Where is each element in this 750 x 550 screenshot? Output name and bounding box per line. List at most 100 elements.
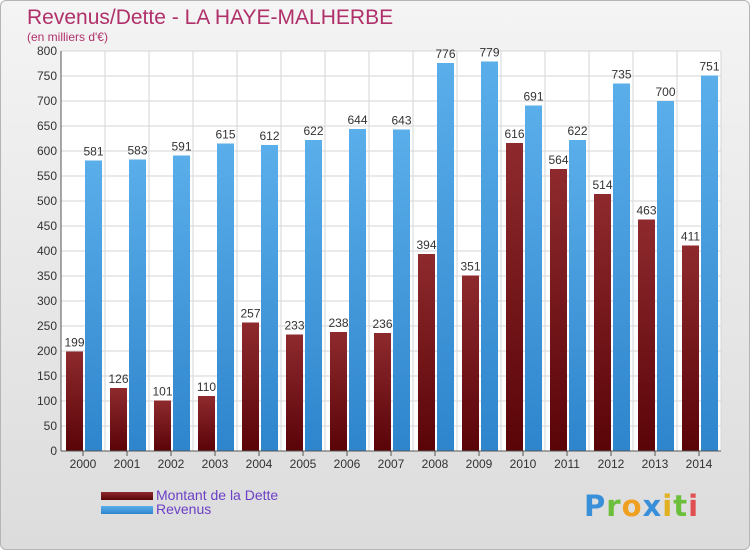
bar-dette <box>594 194 611 451</box>
y-tick-label: 500 <box>37 194 57 208</box>
bar-revenus <box>701 75 718 451</box>
data-label-revenus: 779 <box>479 46 499 60</box>
x-tick-label: 2010 <box>510 457 537 471</box>
bar-dette <box>418 254 435 451</box>
data-label-dette: 394 <box>416 238 436 252</box>
data-label-revenus: 644 <box>347 113 367 127</box>
x-tick-label: 2014 <box>686 457 713 471</box>
data-label-dette: 257 <box>240 307 260 321</box>
logo-letter: o <box>621 489 643 523</box>
data-label-revenus: 581 <box>83 145 103 159</box>
data-label-dette: 233 <box>284 319 304 333</box>
data-label-dette: 351 <box>460 260 480 274</box>
legend-label-revenus: Revenus <box>156 501 212 517</box>
legend-label-dette: Montant de la Dette <box>156 487 279 503</box>
y-tick-label: 0 <box>50 444 57 458</box>
x-tick-label: 2004 <box>246 457 273 471</box>
data-label-revenus: 735 <box>611 68 631 82</box>
y-tick-label: 300 <box>37 294 57 308</box>
bar-dette <box>462 275 479 451</box>
bar-dette <box>550 169 567 451</box>
x-tick-label: 2000 <box>70 457 97 471</box>
y-tick-label: 700 <box>37 94 57 108</box>
axis-layer: 0 50 100 150 200 250 300 350 400 450 500 550 600 650 7… <box>37 44 721 471</box>
data-label-revenus: 776 <box>435 47 455 61</box>
x-tick-label: 2009 <box>466 457 493 471</box>
x-tick-label: 2012 <box>598 457 625 471</box>
bar-revenus <box>349 129 366 451</box>
bar-dette <box>330 332 347 451</box>
y-tick-label: 450 <box>37 219 57 233</box>
bar-revenus <box>569 140 586 451</box>
bar-revenus <box>393 129 410 451</box>
proxiti-logo: Proxiti <box>584 489 699 523</box>
bar-revenus <box>129 159 146 451</box>
bar-dette <box>66 351 83 451</box>
bar-revenus <box>305 140 322 451</box>
data-label-dette: 101 <box>152 385 172 399</box>
data-label-revenus: 591 <box>171 140 191 154</box>
bar-dette <box>682 245 699 451</box>
data-label-dette: 463 <box>636 204 656 218</box>
y-tick-label: 550 <box>37 169 57 183</box>
x-tick-label: 2008 <box>422 457 449 471</box>
logo-letter: r <box>606 489 622 523</box>
data-label-revenus: 643 <box>391 114 411 128</box>
bar-dette <box>638 219 655 451</box>
x-tick-label: 2003 <box>202 457 229 471</box>
logo-letter: t <box>673 489 689 523</box>
data-label-revenus: 615 <box>215 128 235 142</box>
y-tick-label: 650 <box>37 119 57 133</box>
y-tick-label: 250 <box>37 319 57 333</box>
x-tick-label: 2005 <box>290 457 317 471</box>
bar-dette <box>110 388 127 451</box>
x-tick-label: 2013 <box>642 457 669 471</box>
data-label-revenus: 751 <box>699 60 719 74</box>
logo-letter: i <box>662 489 674 523</box>
bar-dette <box>242 322 259 451</box>
data-label-dette: 199 <box>64 336 84 350</box>
x-tick-label: 2011 <box>554 457 580 471</box>
y-tick-label: 100 <box>37 394 57 408</box>
x-tick-label: 2002 <box>158 457 185 471</box>
bar-revenus <box>85 160 102 451</box>
bar-revenus <box>261 145 278 451</box>
chart-subtitle: (en milliers d'€) <box>27 30 108 44</box>
data-label-dette: 564 <box>548 153 568 167</box>
y-tick-label: 200 <box>37 344 57 358</box>
chart-title: Revenus/Dette - LA HAYE-MALHERBE <box>27 6 394 29</box>
y-tick-label: 750 <box>37 69 57 83</box>
legend-swatch-dette <box>101 492 153 500</box>
data-label-revenus: 583 <box>127 144 147 158</box>
bar-dette <box>286 334 303 451</box>
bar-layer <box>66 61 718 451</box>
logo-letter: P <box>584 489 607 523</box>
x-tick-label: 2006 <box>334 457 361 471</box>
data-label-revenus: 691 <box>523 90 543 104</box>
data-label-dette: 110 <box>197 380 216 394</box>
y-tick-label: 600 <box>37 144 57 158</box>
data-label-revenus: 700 <box>655 85 675 99</box>
data-label-dette: 514 <box>592 178 612 192</box>
y-tick-label: 50 <box>44 419 58 433</box>
data-label-dette: 411 <box>681 230 700 244</box>
data-label-dette: 126 <box>108 372 128 386</box>
bar-revenus <box>657 101 674 451</box>
data-label-layer: 199 581 126 583 101 591 110 615 257 612 233 622 238 6… <box>64 46 719 399</box>
legend-swatch-revenus <box>101 506 153 514</box>
bar-dette <box>154 400 171 451</box>
y-tick-label: 350 <box>37 269 57 283</box>
bar-revenus <box>217 143 234 451</box>
data-label-revenus: 622 <box>303 124 323 138</box>
bar-revenus <box>613 83 630 451</box>
logo-letter: i <box>688 489 700 523</box>
x-tick-label: 2007 <box>378 457 405 471</box>
y-tick-label: 800 <box>37 44 57 58</box>
data-label-dette: 238 <box>328 316 348 330</box>
bar-revenus <box>437 63 454 451</box>
bar-dette <box>198 396 215 451</box>
bar-dette <box>506 143 523 451</box>
data-label-dette: 236 <box>372 317 392 331</box>
